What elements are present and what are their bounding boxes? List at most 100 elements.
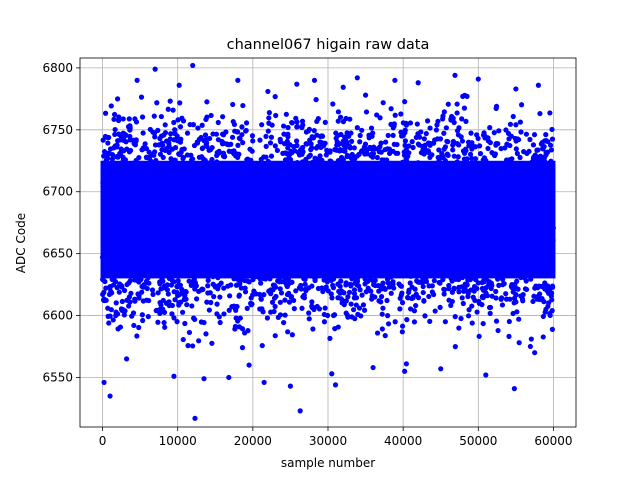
- data-point: [153, 157, 159, 164]
- data-point: [359, 292, 365, 298]
- data-point: [517, 168, 523, 174]
- data-point: [379, 237, 385, 243]
- data-point: [111, 221, 118, 227]
- data-point: [101, 379, 107, 386]
- data-point: [273, 112, 279, 119]
- data-point: [237, 136, 243, 142]
- data-point: [463, 118, 469, 124]
- data-point: [155, 290, 161, 296]
- data-point: [526, 164, 532, 170]
- data-point: [136, 271, 142, 277]
- data-point: [298, 231, 305, 237]
- data-point: [349, 152, 355, 158]
- data-point: [239, 345, 246, 351]
- data-point: [335, 179, 342, 185]
- data-point: [289, 207, 295, 214]
- data-point: [234, 245, 240, 251]
- data-point: [548, 231, 554, 237]
- data-point: [163, 300, 170, 306]
- data-point: [391, 285, 397, 291]
- data-point: [331, 312, 338, 318]
- data-point: [164, 287, 170, 293]
- data-point: [498, 232, 504, 238]
- data-point: [275, 174, 281, 180]
- data-point: [272, 303, 278, 310]
- data-point: [160, 190, 167, 196]
- data-point: [414, 278, 420, 284]
- data-point: [129, 313, 135, 319]
- data-point: [503, 127, 509, 133]
- data-point: [433, 127, 440, 133]
- data-point: [194, 262, 200, 268]
- data-point: [384, 214, 390, 221]
- data-point: [293, 183, 299, 190]
- data-point: [423, 131, 429, 137]
- data-point: [116, 198, 122, 204]
- data-point: [141, 167, 147, 174]
- data-point: [101, 153, 107, 159]
- data-point: [348, 234, 354, 240]
- data-point: [541, 221, 547, 227]
- data-point: [389, 270, 395, 276]
- data-point: [307, 152, 313, 158]
- data-point: [521, 168, 528, 175]
- x-tick-label: 10000: [159, 434, 197, 448]
- data-point: [501, 281, 507, 287]
- data-point: [120, 116, 126, 122]
- data-point: [329, 295, 335, 301]
- data-point: [428, 184, 434, 190]
- data-point: [331, 263, 338, 269]
- data-point: [115, 236, 121, 242]
- data-point: [291, 297, 297, 304]
- data-point: [493, 288, 499, 295]
- data-point: [165, 222, 172, 228]
- data-point: [252, 257, 258, 263]
- data-point: [392, 112, 398, 118]
- data-point: [527, 136, 533, 143]
- data-point: [450, 115, 456, 121]
- data-point: [483, 179, 490, 185]
- data-point: [365, 162, 372, 168]
- data-point: [400, 132, 406, 138]
- data-point: [240, 162, 246, 168]
- data-point: [168, 131, 174, 137]
- data-point: [411, 319, 418, 325]
- data-point: [468, 210, 474, 216]
- data-point: [223, 186, 230, 192]
- data-point: [362, 92, 369, 98]
- data-point: [543, 271, 549, 277]
- data-point: [359, 148, 365, 154]
- data-point: [274, 198, 281, 204]
- data-point: [432, 308, 438, 314]
- data-point: [458, 315, 464, 322]
- data-point: [187, 189, 193, 195]
- data-point: [159, 232, 165, 238]
- data-point: [164, 169, 170, 175]
- data-point: [479, 279, 485, 286]
- data-point: [332, 382, 339, 388]
- data-point: [198, 287, 204, 293]
- data-point: [367, 144, 373, 150]
- data-point: [109, 276, 115, 283]
- data-point: [244, 157, 250, 163]
- data-point: [134, 77, 140, 83]
- data-point: [268, 134, 275, 140]
- data-point: [487, 243, 493, 249]
- data-point: [170, 256, 176, 262]
- data-point: [425, 218, 432, 224]
- data-point: [131, 264, 137, 270]
- data-point: [329, 371, 335, 377]
- data-point: [173, 192, 179, 198]
- data-point: [387, 191, 393, 197]
- data-point: [439, 177, 445, 183]
- data-point: [307, 224, 313, 230]
- data-point: [519, 194, 525, 200]
- data-point: [132, 200, 138, 207]
- data-point: [195, 214, 201, 220]
- data-point: [472, 156, 479, 162]
- data-point: [405, 153, 411, 159]
- data-point: [219, 222, 225, 228]
- data-point: [257, 249, 263, 255]
- data-point: [263, 204, 269, 210]
- data-point: [517, 154, 523, 161]
